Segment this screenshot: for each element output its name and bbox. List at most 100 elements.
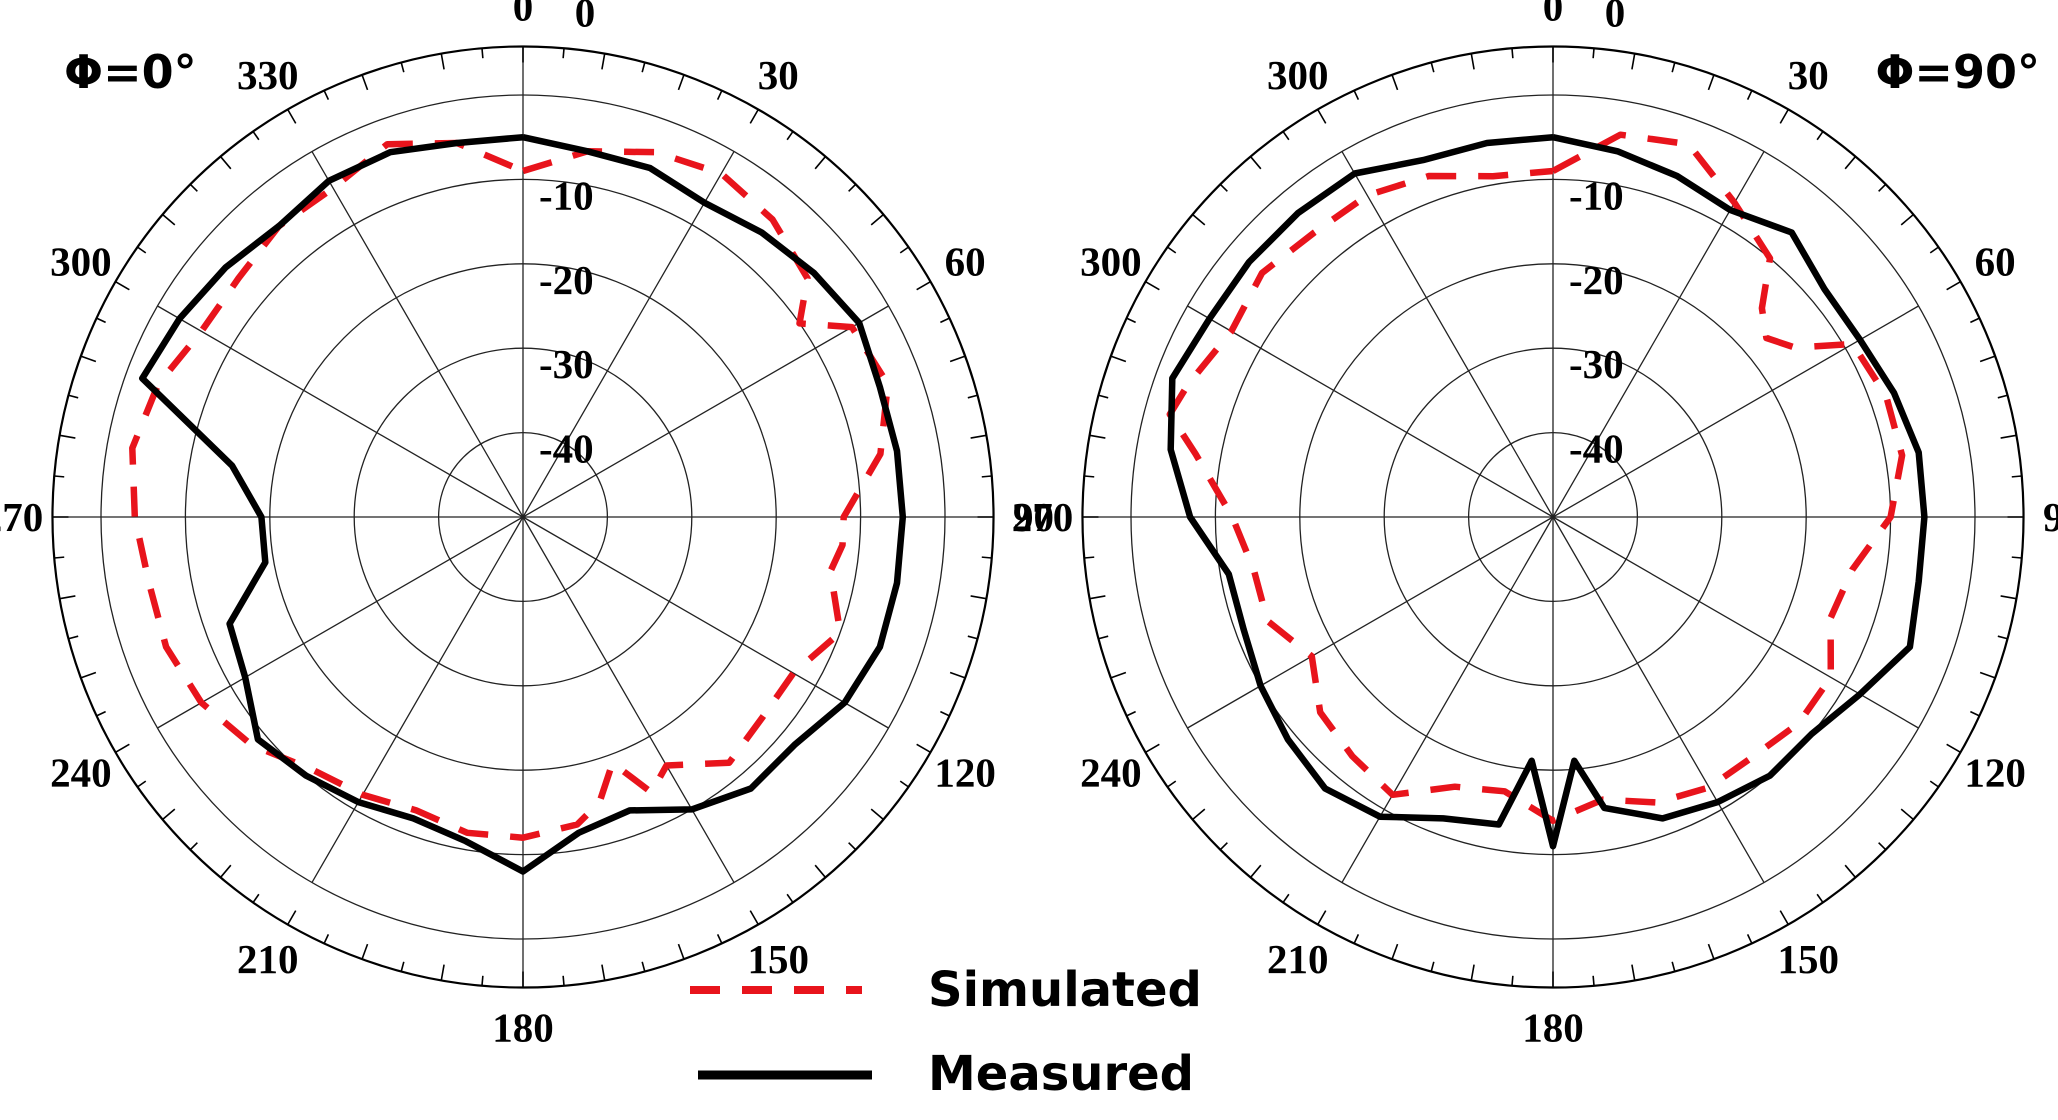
angle-label-phi-0: 60: [945, 239, 986, 285]
tick-mark-phi-90: [1391, 74, 1399, 91]
tick-mark-phi-90: [1089, 434, 1106, 439]
tick-mark-phi-0: [481, 975, 484, 986]
tick-mark-phi-90: [1470, 964, 1475, 981]
tick-mark-phi-0: [54, 556, 65, 559]
angle-label-phi-90: 90: [2043, 494, 2058, 540]
plot-title-phi-90: Φ=90°: [1875, 45, 2040, 99]
series-measured-phi-90: [1167, 133, 1928, 850]
tick-mark-phi-0: [219, 156, 232, 170]
tick-mark-phi-0: [80, 355, 97, 363]
tick-mark-phi-0: [68, 635, 79, 640]
tick-mark-phi-0: [562, 48, 565, 59]
spoke-phi-0: [522, 516, 889, 729]
spoke-phi-0: [311, 151, 524, 518]
tick-mark-phi-0: [361, 74, 369, 91]
tick-mark-phi-0: [80, 671, 97, 679]
radial-label-phi-0: -30: [539, 341, 594, 387]
tick-mark-phi-90: [1126, 317, 1136, 324]
tick-mark-phi-0: [814, 156, 827, 170]
tick-mark-phi-0: [323, 934, 330, 944]
radial-label-phi-90: -40: [1569, 426, 1624, 472]
tick-mark-phi-90: [1946, 281, 1961, 291]
angle-label-phi-90: 210: [1267, 936, 1329, 982]
radial-label-phi-90: -20: [1569, 257, 1624, 303]
tick-mark-phi-90: [1110, 355, 1127, 363]
tick-mark-phi-90: [1671, 62, 1676, 73]
tick-mark-phi-0: [967, 635, 978, 640]
tick-mark-phi-90: [1511, 48, 1514, 59]
angle-label-phi-90: 270: [1012, 494, 1074, 540]
tick-mark-phi-0: [562, 975, 565, 986]
tick-mark-phi-0: [916, 281, 931, 291]
tick-mark-phi-90: [1746, 934, 1753, 944]
tick-mark-phi-90: [1816, 131, 1824, 141]
series-simulated-phi-0: [129, 139, 892, 841]
tick-mark-phi-90: [1511, 975, 1514, 986]
tick-mark-phi-90: [1192, 808, 1206, 821]
tick-mark-phi-0: [716, 90, 723, 100]
tick-mark-phi-90: [1167, 780, 1177, 788]
angle-label-phi-90: 60: [1975, 239, 2016, 285]
tick-mark-phi-0: [481, 48, 484, 59]
tick-mark-phi-0: [786, 893, 794, 903]
tick-mark-phi-0: [749, 109, 759, 124]
spoke-phi-90: [1552, 516, 1765, 883]
tick-mark-phi-90: [2011, 475, 2022, 478]
spoke-phi-0: [522, 305, 889, 518]
tick-mark-phi-90: [1878, 183, 1887, 192]
spoke-phi-90: [1187, 305, 1554, 518]
angle-label-phi-0: 120: [934, 749, 996, 795]
tick-mark-phi-90: [1353, 934, 1360, 944]
tick-mark-phi-90: [1900, 808, 1914, 821]
tick-mark-phi-0: [252, 131, 260, 141]
tick-mark-phi-90: [1946, 743, 1961, 753]
tick-mark-phi-0: [189, 183, 198, 192]
tick-mark-phi-90: [1219, 842, 1228, 851]
tick-mark-phi-0: [970, 595, 987, 600]
angle-label-phi-0: 330: [237, 52, 299, 98]
tick-mark-phi-0: [137, 780, 147, 788]
radial-label-phi-0: -20: [539, 257, 594, 303]
angle-label-extra-zero-phi-0: 0: [575, 0, 596, 35]
tick-mark-phi-0: [848, 183, 857, 192]
tick-mark-phi-90: [1249, 156, 1262, 170]
tick-mark-phi-0: [940, 710, 950, 717]
tick-mark-phi-90: [1631, 964, 1636, 981]
tick-mark-phi-90: [1317, 910, 1327, 925]
spoke-phi-0: [522, 516, 735, 883]
tick-mark-phi-0: [899, 780, 909, 788]
tick-mark-phi-0: [137, 246, 147, 254]
tick-mark-phi-90: [1707, 943, 1715, 960]
tick-mark-phi-0: [115, 281, 130, 291]
tick-mark-phi-0: [848, 842, 857, 851]
tick-mark-phi-90: [1145, 743, 1160, 753]
tick-mark-phi-90: [1844, 156, 1857, 170]
tick-mark-phi-0: [189, 842, 198, 851]
tick-mark-phi-90: [1631, 53, 1636, 70]
tick-mark-phi-90: [1970, 317, 1980, 324]
tick-mark-phi-90: [1707, 74, 1715, 91]
tick-mark-phi-0: [786, 131, 794, 141]
tick-mark-phi-90: [1167, 246, 1177, 254]
tick-mark-phi-90: [1098, 635, 1109, 640]
tick-mark-phi-0: [970, 434, 987, 439]
tick-mark-phi-90: [1089, 595, 1106, 600]
spoke-phi-0: [157, 516, 524, 729]
tick-mark-phi-90: [1979, 355, 1996, 363]
angle-label-phi-0: 90: [1013, 494, 1054, 540]
angle-label-phi-90: 300: [1267, 52, 1329, 98]
series-measured-phi-0: [139, 133, 907, 875]
plot-title-phi-0: Φ=0°: [64, 45, 197, 99]
spoke-phi-0: [311, 516, 524, 883]
spoke-phi-0: [157, 305, 524, 518]
tick-mark-phi-90: [2000, 434, 2017, 439]
legend-measured-label: Measured: [928, 1046, 1194, 1102]
tick-mark-phi-0: [219, 864, 232, 878]
series-simulated-phi-90: [1166, 131, 1906, 825]
radial-label-phi-0: -40: [539, 426, 594, 472]
angle-label-phi-0: 180: [492, 1005, 554, 1051]
radial-label-phi-90: -10: [1569, 172, 1624, 218]
tick-mark-phi-0: [287, 910, 297, 925]
legend: Simulated Measured: [690, 962, 1202, 1102]
